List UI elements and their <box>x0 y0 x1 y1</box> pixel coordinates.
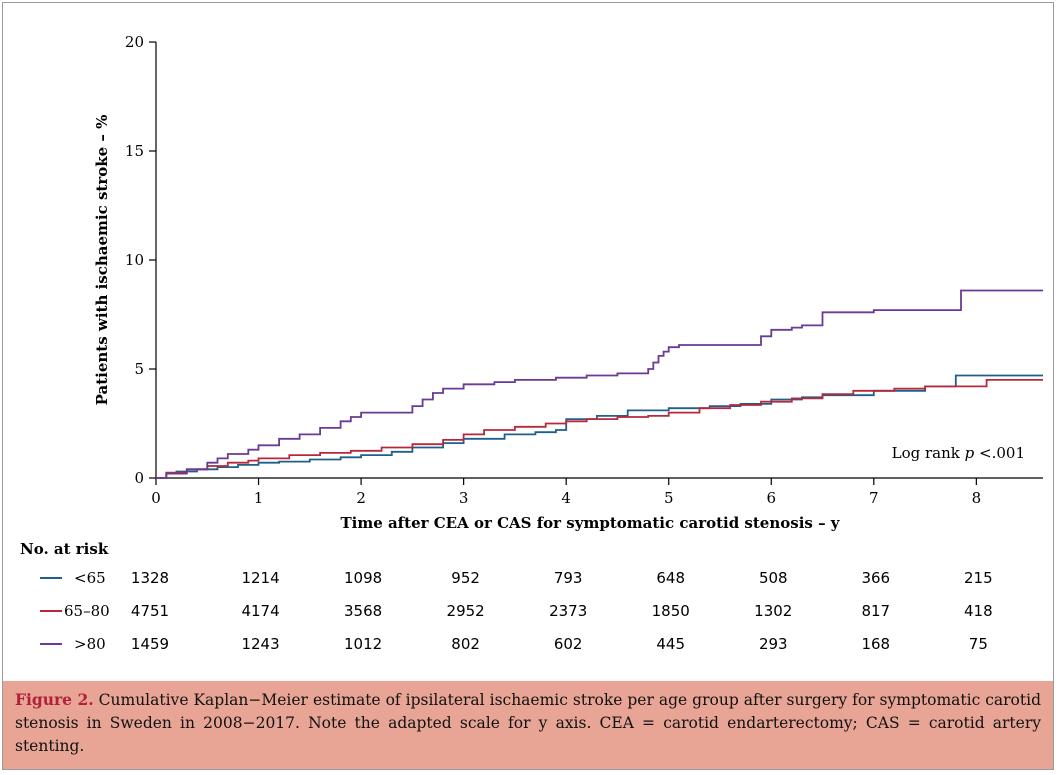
x-axis-title: Time after CEA or CAS for symptomatic ca… <box>340 514 840 532</box>
log-rank-annotation: Log rank p <.001 <box>892 444 1025 462</box>
risk-count: 2373 <box>549 602 587 620</box>
risk-count: 793 <box>554 569 583 587</box>
caption-label: Figure 2. <box>15 690 94 709</box>
risk-count: 1850 <box>652 602 690 620</box>
risk-count: 1302 <box>754 602 792 620</box>
caption-text: Cumulative Kaplan−Meier estimate of ipsi… <box>15 691 1041 755</box>
series-line-2 <box>156 289 1043 479</box>
x-tick-label: 8 <box>972 489 982 507</box>
risk-count: 366 <box>861 569 890 587</box>
risk-count: 3568 <box>344 602 382 620</box>
risk-count: 445 <box>656 635 685 653</box>
risk-count: 1012 <box>344 635 382 653</box>
x-tick-label: 3 <box>459 489 469 507</box>
risk-count: 1328 <box>131 569 169 587</box>
risk-count: 4174 <box>241 602 279 620</box>
risk-count: 418 <box>964 602 993 620</box>
y-axis-title: Patients with ischaemic stroke – % <box>93 115 111 406</box>
risk-count: 4751 <box>131 602 169 620</box>
risk-count: 75 <box>969 635 988 653</box>
risk-count: 952 <box>451 569 480 587</box>
chart-series <box>156 289 1043 479</box>
risk-count: 1243 <box>241 635 279 653</box>
risk-table: No. at risk <65 1328 1214 1098 952 793 648 508 3… <box>20 540 993 653</box>
risk-count: 602 <box>554 635 583 653</box>
km-chart: 0 5 10 15 20 0 1 2 3 4 5 6 7 8 Patients with ischaemi… <box>20 33 1043 653</box>
risk-table-title: No. at risk <box>20 540 109 558</box>
y-tick-label: 5 <box>134 360 144 378</box>
x-tick-label: 1 <box>254 489 264 507</box>
risk-count: 168 <box>861 635 890 653</box>
x-tick-label: 4 <box>561 489 571 507</box>
risk-count: 648 <box>656 569 685 587</box>
risk-row-label: >80 <box>74 635 106 653</box>
risk-count: 293 <box>759 635 788 653</box>
risk-count: 508 <box>759 569 788 587</box>
series-line-1 <box>156 379 1043 479</box>
risk-count: 1459 <box>131 635 169 653</box>
series-line-0 <box>156 374 1043 479</box>
risk-count: 1214 <box>241 569 279 587</box>
risk-row-label: <65 <box>74 569 106 587</box>
risk-row-label: 65–80 <box>64 602 110 620</box>
risk-count: 2952 <box>447 602 485 620</box>
y-tick-label: 15 <box>125 142 144 160</box>
x-tick-label: 2 <box>356 489 366 507</box>
y-tick-label: 20 <box>125 33 144 51</box>
x-tick-label: 6 <box>766 489 776 507</box>
x-tick-label: 5 <box>664 489 674 507</box>
risk-count: 1098 <box>344 569 382 587</box>
y-tick-label: 10 <box>125 251 144 269</box>
chart-axes: 0 5 10 15 20 0 1 2 3 4 5 6 7 8 <box>125 33 1043 507</box>
risk-count: 802 <box>451 635 480 653</box>
figure-caption: Figure 2. Cumulative Kaplan−Meier estima… <box>3 681 1053 769</box>
risk-count: 817 <box>861 602 890 620</box>
x-tick-label: 7 <box>869 489 879 507</box>
y-tick-label: 0 <box>134 469 144 487</box>
risk-count: 215 <box>964 569 993 587</box>
x-tick-label: 0 <box>151 489 161 507</box>
